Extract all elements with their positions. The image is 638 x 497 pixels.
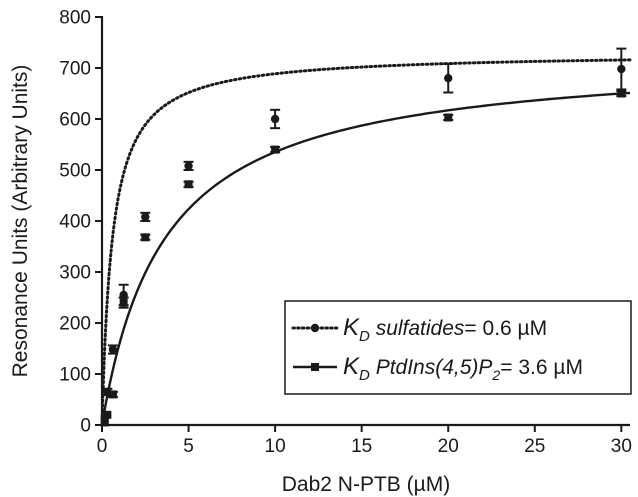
y-tick-label: 400 bbox=[59, 212, 91, 233]
y-tick-label: 600 bbox=[59, 110, 91, 131]
legend-series-1-marker bbox=[310, 323, 320, 333]
y-tick-label: 100 bbox=[59, 365, 91, 386]
x-tick-label: 0 bbox=[97, 436, 108, 457]
fit-curves bbox=[100, 58, 632, 427]
x-tick-label: 15 bbox=[351, 436, 372, 457]
legend-box bbox=[284, 300, 632, 395]
legend-series-2-marker bbox=[311, 363, 319, 371]
y-tick-label: 700 bbox=[59, 59, 91, 80]
series-1-point bbox=[617, 64, 626, 74]
series-1-point bbox=[141, 212, 150, 222]
series-2-point bbox=[108, 390, 117, 399]
x-tick-label: 25 bbox=[524, 436, 545, 457]
series-2-point bbox=[271, 145, 280, 154]
y-tick-label: 200 bbox=[59, 314, 91, 335]
x-tick-label: 30 bbox=[611, 436, 632, 457]
legend-series-1-label: KD sulfatides= 0.6 µM bbox=[343, 314, 547, 345]
series-1-point bbox=[108, 345, 118, 354]
series-1-point bbox=[119, 290, 128, 300]
y-tick-label: 500 bbox=[59, 161, 91, 182]
series-2-point bbox=[184, 180, 193, 189]
x-ticks: 0 5 10 15 20 25 30 bbox=[97, 425, 632, 457]
series-2-point bbox=[100, 418, 109, 427]
series-2-fit-line bbox=[100, 91, 631, 426]
data-points bbox=[100, 64, 626, 427]
legend: KD sulfatides= 0.6 µM KD PtdIns(4,5)P2= 3… bbox=[284, 300, 632, 395]
y-tick-label: 800 bbox=[59, 8, 91, 29]
y-axis-title: Resonance Units (Arbitrary Units) bbox=[9, 65, 32, 378]
series-1-fit-line bbox=[100, 58, 632, 427]
series-2-point bbox=[617, 89, 626, 98]
series-1-point bbox=[184, 161, 193, 171]
x-tick-label: 5 bbox=[183, 436, 194, 457]
x-tick-label: 20 bbox=[438, 436, 459, 457]
series-2-point bbox=[141, 233, 150, 242]
legend-series-2-label: KD PtdIns(4,5)P2= 3.6 µM bbox=[343, 353, 583, 384]
y-tick-label: 300 bbox=[59, 263, 91, 284]
series-2-point bbox=[119, 298, 128, 307]
x-tick-label: 10 bbox=[265, 436, 286, 457]
series-2-point bbox=[444, 113, 453, 122]
x-axis-title: Dab2 N-PTB (µM) bbox=[282, 473, 450, 496]
series-2-point bbox=[103, 410, 112, 419]
y-ticks: 0 100 200 300 400 500 600 700 800 bbox=[59, 8, 102, 437]
series-1-point bbox=[444, 74, 453, 83]
y-tick-label: 0 bbox=[80, 416, 91, 437]
series-1-point bbox=[270, 114, 280, 124]
